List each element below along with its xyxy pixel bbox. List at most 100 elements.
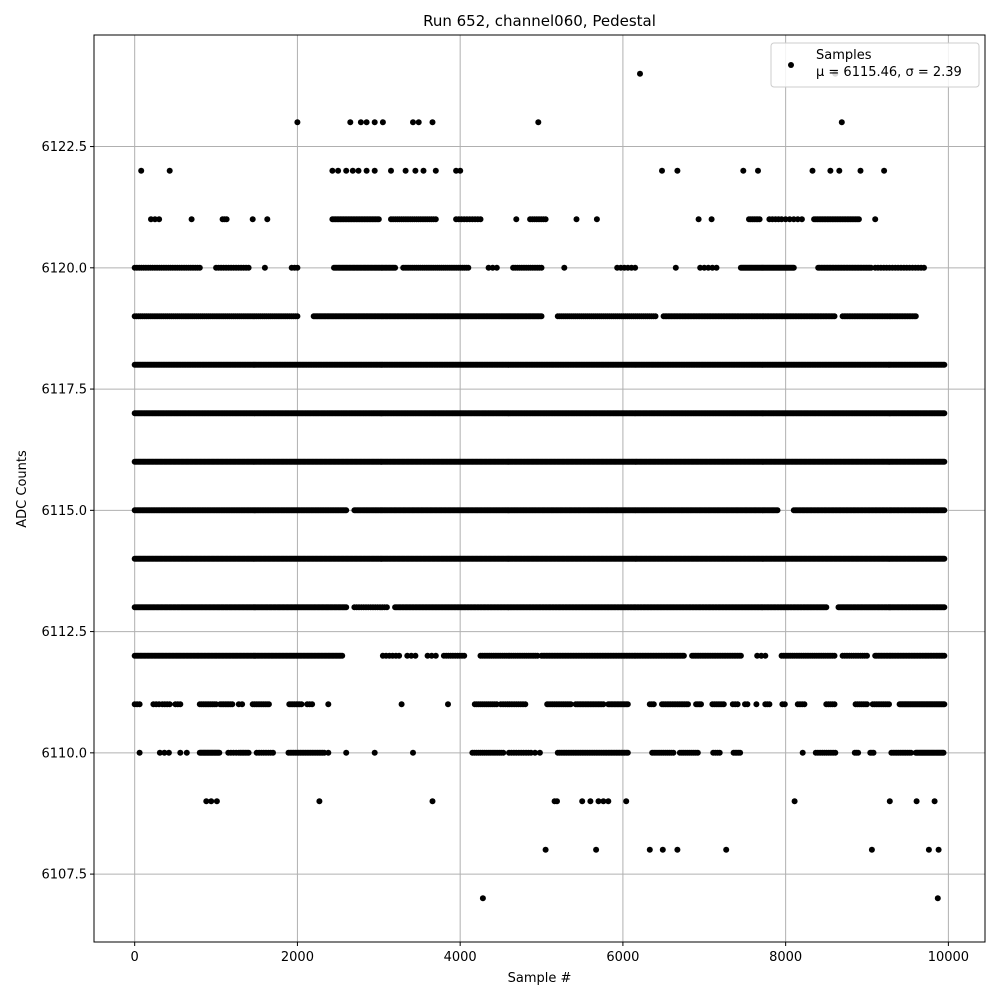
data-point bbox=[737, 749, 744, 756]
data-point bbox=[908, 749, 914, 756]
data-point bbox=[208, 798, 215, 805]
data-point bbox=[203, 798, 210, 805]
data-point bbox=[623, 798, 630, 805]
data-point bbox=[716, 749, 723, 756]
data-point bbox=[357, 119, 364, 126]
data-point bbox=[723, 846, 730, 853]
data-point bbox=[165, 749, 172, 756]
data-point bbox=[347, 119, 354, 126]
data-point bbox=[600, 798, 607, 805]
data-point bbox=[349, 167, 356, 174]
data-point bbox=[161, 749, 168, 756]
data-point bbox=[774, 507, 781, 514]
data-point bbox=[156, 749, 163, 756]
data-point bbox=[931, 798, 938, 805]
data-point bbox=[650, 701, 657, 708]
data-point bbox=[428, 652, 435, 659]
data-point bbox=[294, 313, 301, 320]
data-point bbox=[886, 701, 892, 708]
data-point bbox=[801, 701, 808, 708]
data-point bbox=[864, 701, 870, 708]
data-point bbox=[461, 652, 468, 659]
data-point bbox=[941, 361, 948, 368]
data-point bbox=[680, 652, 687, 659]
data-point bbox=[940, 749, 947, 756]
data-point bbox=[329, 167, 336, 174]
data-point bbox=[624, 701, 631, 708]
data-point bbox=[694, 749, 701, 756]
data-point bbox=[136, 749, 143, 756]
data-point bbox=[453, 167, 460, 174]
data-point bbox=[343, 604, 350, 611]
data-point bbox=[429, 119, 436, 126]
data-point bbox=[637, 70, 643, 77]
data-point bbox=[270, 749, 276, 756]
data-point bbox=[216, 749, 223, 756]
data-point bbox=[432, 167, 439, 174]
data-point bbox=[838, 119, 845, 126]
data-point bbox=[600, 701, 607, 708]
data-point bbox=[316, 798, 323, 805]
data-point bbox=[870, 749, 877, 756]
data-point bbox=[646, 846, 653, 853]
data-point bbox=[383, 604, 390, 611]
data-point bbox=[737, 652, 744, 659]
data-point bbox=[855, 749, 862, 756]
data-point bbox=[412, 167, 419, 174]
data-point bbox=[500, 749, 507, 756]
data-point bbox=[412, 652, 419, 659]
data-point bbox=[934, 895, 941, 902]
data-point bbox=[298, 701, 305, 708]
data-point bbox=[836, 167, 843, 174]
data-point bbox=[831, 652, 838, 659]
data-point bbox=[823, 604, 830, 611]
data-point bbox=[309, 701, 316, 708]
data-point bbox=[239, 701, 246, 708]
data-point bbox=[408, 652, 415, 659]
data-point bbox=[781, 701, 788, 708]
data-point bbox=[624, 749, 631, 756]
data-point bbox=[542, 846, 549, 853]
data-point bbox=[335, 167, 342, 174]
data-point bbox=[343, 507, 350, 514]
data-point bbox=[457, 167, 464, 174]
data-point bbox=[479, 895, 486, 902]
data-point bbox=[766, 701, 773, 708]
data-point bbox=[941, 701, 948, 708]
data-point bbox=[605, 798, 612, 805]
data-point bbox=[744, 701, 751, 708]
data-point bbox=[424, 652, 431, 659]
data-point bbox=[398, 701, 405, 708]
data-point bbox=[886, 798, 893, 805]
data-point bbox=[698, 701, 704, 708]
data-point bbox=[379, 119, 386, 126]
data-point bbox=[734, 701, 741, 708]
data-point bbox=[579, 798, 586, 805]
data-point bbox=[674, 167, 681, 174]
data-point bbox=[791, 798, 798, 805]
data-point bbox=[685, 701, 691, 708]
data-point bbox=[595, 798, 602, 805]
data-point bbox=[659, 167, 665, 174]
data-point bbox=[429, 798, 436, 805]
data-point bbox=[935, 846, 942, 853]
data-point bbox=[827, 167, 834, 174]
data-point bbox=[593, 846, 600, 853]
data-point bbox=[371, 119, 378, 126]
data-point bbox=[567, 701, 574, 708]
data-point bbox=[445, 701, 451, 708]
data-point bbox=[941, 410, 948, 417]
data-point bbox=[762, 652, 769, 659]
data-point bbox=[941, 604, 948, 611]
data-point bbox=[420, 167, 427, 174]
data-point bbox=[670, 749, 677, 756]
data-point bbox=[177, 749, 184, 756]
data-point bbox=[343, 749, 350, 756]
data-point bbox=[229, 701, 236, 708]
data-point bbox=[363, 119, 370, 126]
data-point bbox=[294, 119, 301, 126]
data-point bbox=[245, 749, 252, 756]
data-point bbox=[177, 701, 184, 708]
